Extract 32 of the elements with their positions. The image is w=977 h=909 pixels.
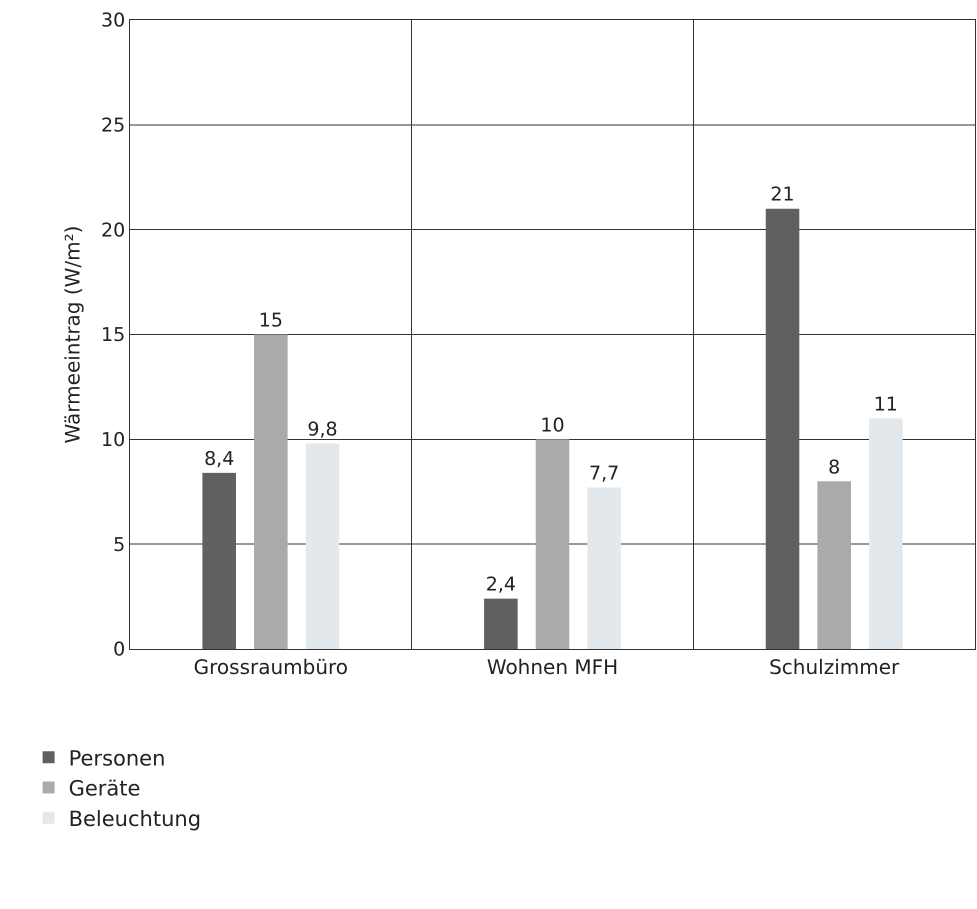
- x-tick-label: Schulzimmer: [769, 655, 900, 679]
- data-label: 10: [540, 414, 565, 436]
- y-tick-label: 20: [101, 219, 126, 242]
- y-tick-label: 5: [113, 534, 126, 556]
- bar: [202, 472, 236, 649]
- bar: [536, 439, 570, 649]
- data-label: 15: [258, 310, 283, 332]
- y-axis-title: Wärmeeintrag (W/m²): [60, 226, 85, 444]
- bar: [869, 418, 903, 649]
- legend-label: Geräte: [68, 776, 140, 801]
- bar: [587, 488, 621, 649]
- data-label: 11: [874, 393, 898, 416]
- bar: [254, 334, 288, 649]
- data-label: 21: [770, 184, 795, 206]
- y-tick-label: 25: [101, 114, 126, 136]
- y-tick-label: 0: [113, 638, 126, 661]
- x-tick-label: Grossraumbüro: [194, 655, 348, 679]
- bar: [817, 481, 851, 649]
- data-label: 7,7: [589, 462, 620, 485]
- bar: [306, 444, 340, 649]
- bar: [766, 208, 800, 649]
- bar: [484, 598, 518, 649]
- legend-label: Beleuchtung: [68, 807, 202, 831]
- data-label: 8,4: [204, 448, 234, 470]
- y-tick-label: 30: [101, 10, 126, 32]
- y-tick-label: 10: [101, 428, 126, 451]
- data-label: 2,4: [486, 574, 516, 596]
- data-label: 9,8: [307, 418, 338, 441]
- x-tick-label: Wohnen MFH: [486, 655, 618, 679]
- y-tick-label: 15: [101, 324, 126, 346]
- legend-label: Personen: [68, 746, 166, 770]
- data-label: 8: [828, 456, 840, 478]
